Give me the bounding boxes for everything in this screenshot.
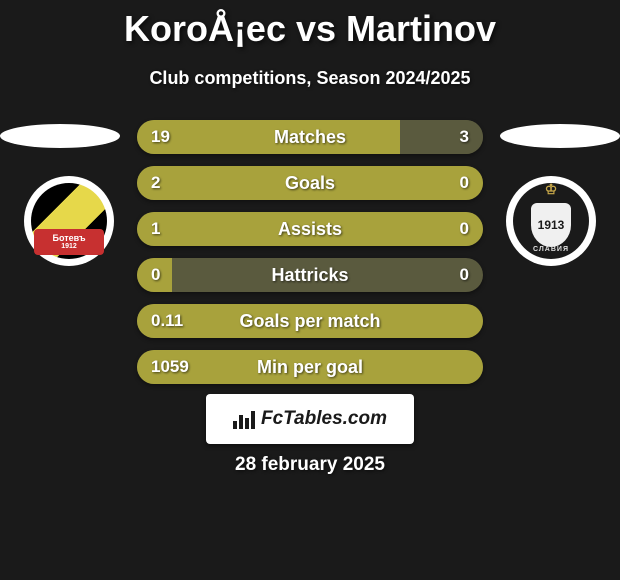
stat-value-left: 2 — [151, 166, 160, 200]
club-left-name: Ботевъ — [52, 234, 85, 243]
brand-text: FcTables.com — [261, 408, 387, 430]
stat-row: Matches19 3 — [137, 120, 483, 154]
stat-label: Goals per match — [137, 304, 483, 338]
stat-value-left: 0.11 — [151, 304, 183, 338]
right-shadow — [500, 124, 620, 148]
stat-label: Matches — [137, 120, 483, 154]
club-badge-right: ♔ 1913 СЛАВИЯ — [506, 176, 596, 266]
stat-row: Hattricks0 0 — [137, 258, 483, 292]
stat-value-left: 1059 — [151, 350, 189, 384]
stat-label: Assists — [137, 212, 483, 246]
brand-badge[interactable]: FcTables.com — [206, 394, 414, 444]
crown-icon: ♔ — [545, 181, 558, 198]
stat-label: Goals — [137, 166, 483, 200]
stat-value-right: 0 — [460, 166, 469, 200]
stat-value-right: 0 — [460, 212, 469, 246]
club-right-name: СЛАВИЯ — [533, 246, 569, 253]
stat-value-right: 0 — [460, 258, 469, 292]
stat-value-left: 0 — [151, 258, 160, 292]
stat-value-right: 3 — [460, 120, 469, 154]
club-right-year: 1913 — [538, 218, 565, 232]
chart-icon — [233, 409, 255, 429]
club-badge-right-inner: ♔ 1913 СЛАВИЯ — [513, 183, 589, 259]
stat-row: Min per goal1059 — [137, 350, 483, 384]
club-badge-left: Ботевъ 1912 — [24, 176, 114, 266]
stat-row: Goals per match0.11 — [137, 304, 483, 338]
club-right-shield: 1913 — [531, 203, 571, 247]
left-shadow — [0, 124, 120, 148]
club-left-year: 1912 — [61, 243, 77, 250]
subtitle: Club competitions, Season 2024/2025 — [0, 68, 620, 89]
stat-row: Goals2 0 — [137, 166, 483, 200]
stat-row: Assists1 0 — [137, 212, 483, 246]
page-title: KoroÅ¡ec vs Martinov — [0, 0, 620, 50]
date-text: 28 february 2025 — [0, 454, 620, 476]
stat-label: Hattricks — [137, 258, 483, 292]
stats-container: Matches193Goals20Assists10Hattricks00Goa… — [137, 120, 483, 396]
stat-value-left: 19 — [151, 120, 170, 154]
stat-value-left: 1 — [151, 212, 160, 246]
club-badge-left-ribbon: Ботевъ 1912 — [34, 229, 104, 255]
club-badge-left-inner: Ботевъ 1912 — [31, 183, 107, 259]
